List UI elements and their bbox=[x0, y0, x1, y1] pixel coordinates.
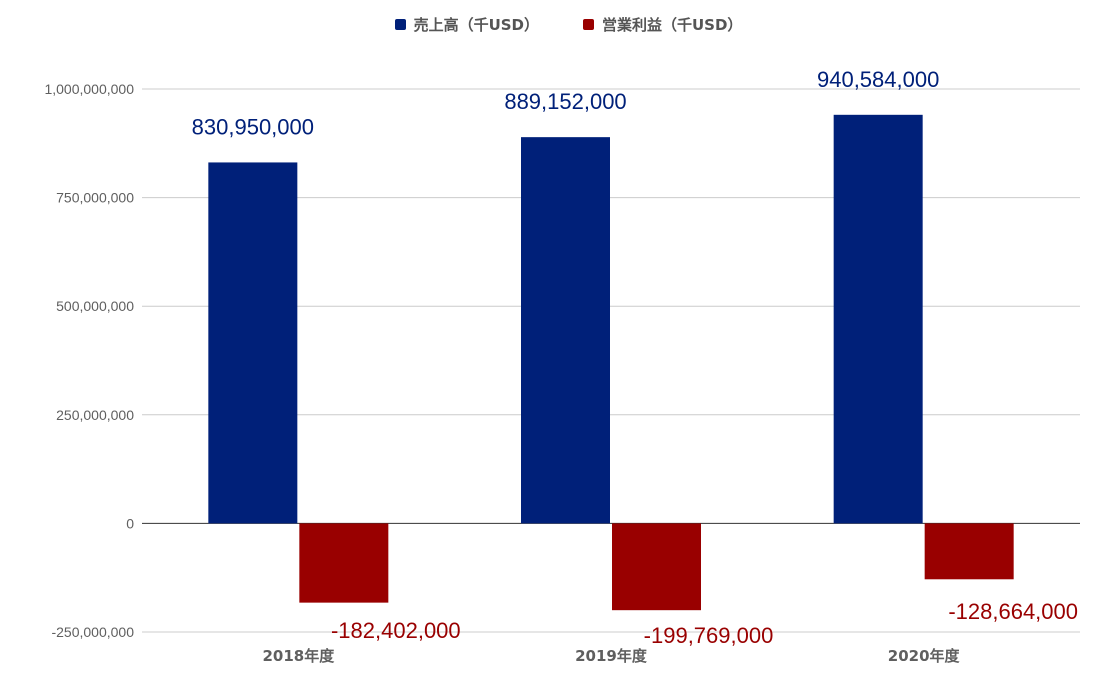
legend-swatch-operating-profit bbox=[583, 19, 594, 30]
legend-label-operating-profit: 営業利益（千USD） bbox=[602, 16, 743, 34]
y-tick-label: 1,000,000,000 bbox=[44, 81, 134, 97]
data-label-sales: 830,950,000 bbox=[192, 114, 314, 139]
data-label-sales: 889,152,000 bbox=[504, 89, 626, 114]
bar-operating-profit[interactable] bbox=[924, 523, 1014, 580]
legend-label-sales: 売上高（千USD） bbox=[413, 16, 539, 34]
bar-operating-profit[interactable] bbox=[612, 523, 701, 611]
legend-item-operating-profit[interactable]: 営業利益（千USD） bbox=[583, 14, 742, 35]
x-tick-label: 2018年度 bbox=[262, 647, 335, 665]
data-label-operating-profit: -128,664,000 bbox=[948, 599, 1078, 624]
data-label-operating-profit: -182,402,000 bbox=[331, 618, 461, 643]
y-tick-label: -250,000,000 bbox=[51, 624, 134, 640]
y-tick-label: 500,000,000 bbox=[56, 298, 134, 314]
legend-swatch-sales bbox=[394, 19, 406, 30]
chart-legend: 売上高（千USD） 営業利益（千USD） bbox=[0, 14, 1115, 35]
bar-sales[interactable] bbox=[833, 114, 923, 524]
bar-operating-profit[interactable] bbox=[299, 523, 389, 603]
x-tick-label: 2019年度 bbox=[575, 647, 648, 665]
legend-item-sales[interactable]: 売上高（千USD） bbox=[394, 14, 539, 35]
data-label-operating-profit: -199,769,000 bbox=[644, 623, 774, 648]
bar-sales[interactable] bbox=[521, 137, 610, 524]
bar-sales[interactable] bbox=[208, 162, 298, 524]
data-label-sales: 940,584,000 bbox=[817, 67, 939, 92]
y-tick-label: 250,000,000 bbox=[56, 407, 134, 423]
x-tick-label: 2020年度 bbox=[888, 647, 961, 665]
y-tick-label: 0 bbox=[126, 515, 134, 531]
y-tick-label: 750,000,000 bbox=[56, 190, 134, 206]
